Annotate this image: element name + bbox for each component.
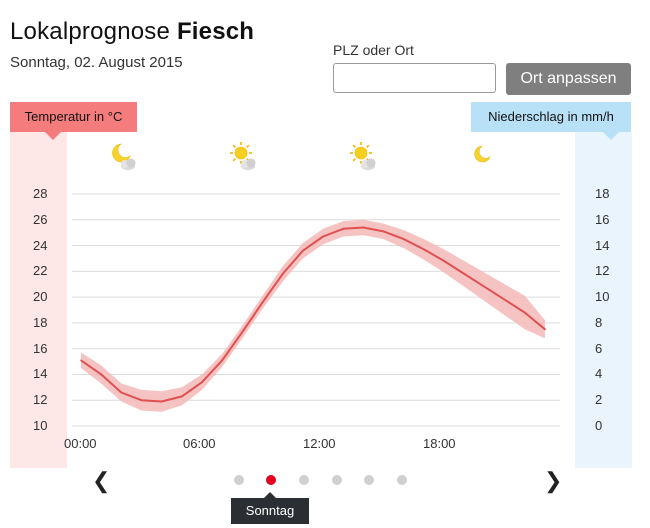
temperature-point <box>362 226 365 229</box>
precipitation-tick-label: 6 <box>595 340 603 356</box>
precipitation-tick-label: 18 <box>595 186 610 201</box>
temperature-point <box>322 235 324 238</box>
temperature-point <box>382 230 385 233</box>
temperature-legend-badge: Temperatur in °C <box>10 102 137 140</box>
temperature-tick-label: 20 <box>33 289 48 305</box>
time-tick-label: 06:00 <box>183 436 216 451</box>
temperature-point <box>160 400 163 403</box>
temperature-point <box>483 286 486 288</box>
precipitation-tick-label: 4 <box>595 366 603 382</box>
temperature-point <box>281 273 284 275</box>
pager-dot[interactable] <box>234 475 244 485</box>
temperature-point <box>100 373 102 376</box>
plz-label: PLZ oder Ort <box>333 42 414 58</box>
chevron-right-icon[interactable]: ❯ <box>544 468 563 493</box>
temperature-point <box>443 260 445 262</box>
title-location: Fiesch <box>176 18 255 45</box>
temperature-axis-column <box>10 132 67 468</box>
temperature-line <box>80 226 546 403</box>
precipitation-tick-label: 2 <box>595 392 603 408</box>
precipitation-axis-column <box>575 132 632 468</box>
temperature-range-band <box>81 219 545 412</box>
ort-anpassen-button[interactable]: Ort anpassen <box>506 63 631 95</box>
temperature-point <box>423 248 425 251</box>
temperature-tick-label: 12 <box>33 392 48 408</box>
precipitation-legend-badge: Niederschlag in mm/h <box>471 102 631 140</box>
sun-cloud-icon <box>228 142 260 179</box>
precipitation-tick-label: 10 <box>595 289 610 305</box>
temperature-tick-label: 10 <box>33 418 48 433</box>
time-tick-label: 18:00 <box>423 436 456 451</box>
temperature-point <box>221 359 224 362</box>
day-tooltip: Sonntag <box>231 492 309 524</box>
temperature-point <box>201 381 203 383</box>
sun-cloud-icon <box>348 142 380 179</box>
precipitation-tick-label: 12 <box>595 263 610 279</box>
pager-dot[interactable] <box>397 475 407 485</box>
temperature-point <box>503 298 506 301</box>
temperature-point <box>342 228 345 230</box>
temperature-point <box>402 238 405 240</box>
temperature-tick-label: 26 <box>33 211 48 227</box>
temperature-tick-label: 14 <box>33 366 48 382</box>
temperature-tick-label: 16 <box>33 340 48 356</box>
temperature-point <box>544 328 546 331</box>
temperature-tick-label: 22 <box>33 263 48 279</box>
pager-dot[interactable] <box>266 475 276 485</box>
forecast-date: Sonntag, 02. August 2015 <box>10 54 183 71</box>
pager-dot[interactable] <box>364 475 374 485</box>
temperature-point <box>463 273 466 275</box>
moon-icon <box>467 142 499 179</box>
chevron-left-icon[interactable]: ❮ <box>92 468 111 493</box>
temperature-tick-label: 18 <box>33 314 48 330</box>
precipitation-tick-label: 16 <box>595 211 610 227</box>
pager-dot[interactable] <box>299 475 309 485</box>
temperature-point <box>302 249 304 252</box>
plz-input[interactable] <box>333 63 496 93</box>
temperature-point <box>181 395 183 398</box>
temperature-tick-label: 28 <box>33 186 48 201</box>
precipitation-tick-label: 14 <box>595 237 610 253</box>
time-tick-label: 00:00 <box>64 436 97 451</box>
temperature-point <box>120 391 123 394</box>
time-tick-label: 12:00 <box>303 436 336 451</box>
temperature-point <box>80 359 82 362</box>
temperature-point <box>261 301 264 304</box>
temperature-tick-label: 24 <box>33 237 48 253</box>
temperature-point <box>241 331 244 333</box>
title-prefix: Lokalprognose <box>10 18 171 45</box>
precipitation-tick-label: 8 <box>595 314 603 330</box>
moon-cloud-icon <box>108 142 140 179</box>
precipitation-tick-label: 0 <box>595 418 603 433</box>
pager-dot[interactable] <box>332 475 342 485</box>
page-title: Lokalprognose Fiesch <box>10 18 254 46</box>
temperature-point <box>140 399 143 402</box>
temperature-point <box>524 311 526 314</box>
